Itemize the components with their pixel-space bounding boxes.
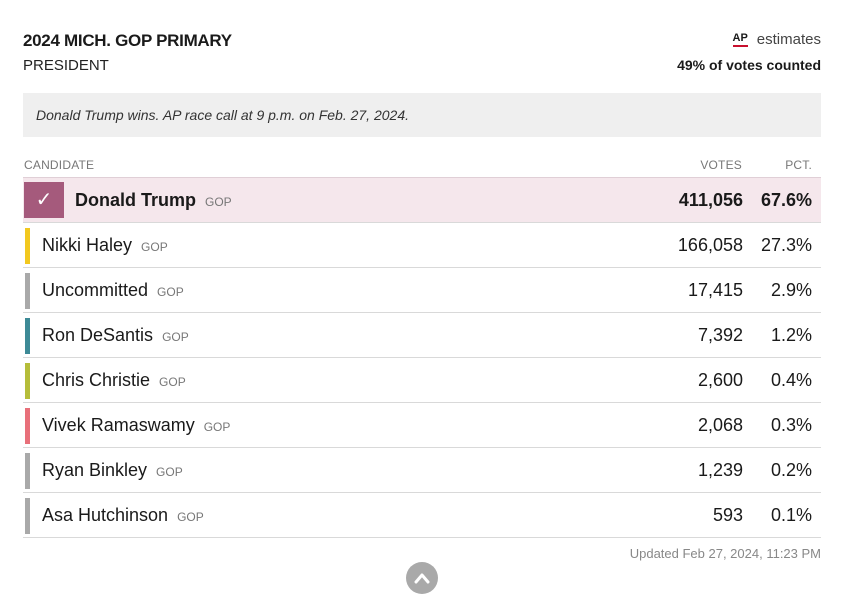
- candidate-pct: 0.4%: [770, 370, 812, 390]
- race-subtitle: PRESIDENT: [23, 57, 109, 74]
- estimates-label: estimates: [756, 31, 821, 48]
- table-row: Uncommitted GOP 17,415 2.9%: [23, 268, 821, 313]
- candidate-pct: 0.2%: [770, 460, 812, 480]
- candidate-votes: 411,056: [678, 190, 743, 210]
- candidate-votes: 17,415: [687, 280, 743, 300]
- candidate-party: GOP: [177, 510, 204, 524]
- results-table: ✓ Donald Trump GOP 411,056 67.6% Nikki Haley G…: [23, 177, 821, 538]
- candidate-color-bar: [25, 498, 30, 534]
- candidate-name-text: Ryan Binkley: [42, 460, 148, 480]
- candidate-name: Nikki Haley GOP: [42, 235, 168, 256]
- candidate-party: GOP: [141, 240, 168, 254]
- table-row: Chris Christie GOP 2,600 0.4%: [23, 358, 821, 403]
- candidate-party: GOP: [156, 465, 183, 479]
- candidate-name-text: Asa Hutchinson: [42, 505, 169, 525]
- table-row: Ryan Binkley GOP 1,239 0.2%: [23, 448, 821, 493]
- estimates-link[interactable]: AP estimates: [732, 31, 821, 48]
- candidate-name: Chris Christie GOP: [42, 370, 186, 391]
- candidate-name-text: Donald Trump: [75, 190, 196, 210]
- candidate-name: Vivek Ramaswamy GOP: [42, 415, 230, 436]
- candidate-votes: 1,239: [697, 460, 743, 480]
- candidate-party: GOP: [205, 195, 232, 209]
- candidate-name: Uncommitted GOP: [42, 280, 184, 301]
- candidate-color-bar: [25, 363, 30, 399]
- candidate-party: GOP: [203, 420, 231, 434]
- table-row: Asa Hutchinson GOP 593 0.1%: [23, 493, 821, 538]
- candidate-pct: 67.6%: [760, 190, 812, 210]
- candidate-name-text: Chris Christie: [42, 370, 151, 390]
- candidate-name-text: Uncommitted: [42, 280, 149, 300]
- candidate-pct: 1.2%: [770, 325, 812, 345]
- chevron-up-icon: [414, 573, 430, 584]
- candidate-votes: 2,068: [697, 415, 743, 435]
- candidate-color-bar: [25, 228, 30, 264]
- candidate-votes: 593: [712, 505, 743, 525]
- candidate-party: GOP: [157, 285, 184, 299]
- candidate-name: Donald Trump GOP: [75, 190, 232, 211]
- candidate-color-bar: [25, 273, 30, 309]
- ap-logo-icon: AP: [732, 32, 748, 47]
- race-title: 2024 MICH. GOP PRIMARY: [23, 31, 232, 50]
- table-row: ✓ Donald Trump GOP 411,056 67.6%: [23, 177, 821, 223]
- candidate-pct: 0.1%: [770, 505, 812, 525]
- candidate-name-text: Ron DeSantis: [42, 325, 154, 345]
- candidate-votes: 2,600: [697, 370, 743, 390]
- candidate-party: GOP: [159, 375, 186, 389]
- table-row: Nikki Haley GOP 166,058 27.3%: [23, 223, 821, 268]
- winner-check-icon: ✓: [24, 182, 64, 218]
- candidate-pct: 27.3%: [760, 235, 812, 255]
- candidate-name-text: Vivek Ramaswamy: [42, 415, 195, 435]
- candidate-name: Ron DeSantis GOP: [42, 325, 189, 346]
- candidate-pct: 0.3%: [770, 415, 812, 435]
- scroll-up-button[interactable]: [406, 562, 438, 594]
- table-row: Vivek Ramaswamy GOP 2,068 0.3%: [23, 403, 821, 448]
- candidate-color-bar: [25, 453, 30, 489]
- candidate-color-bar: [25, 408, 30, 444]
- race-call-text: Donald Trump wins. AP race call at 9 p.m…: [36, 107, 409, 123]
- candidate-name-text: Nikki Haley: [42, 235, 133, 255]
- updated-timestamp: Updated Feb 27, 2024, 11:23 PM: [629, 546, 821, 561]
- candidate-name: Ryan Binkley GOP: [42, 460, 183, 481]
- table-row: Ron DeSantis GOP 7,392 1.2%: [23, 313, 821, 358]
- candidate-votes: 166,058: [677, 235, 743, 255]
- column-header-pct: PCT.: [785, 158, 812, 172]
- race-call-box: Donald Trump wins. AP race call at 9 p.m…: [23, 93, 821, 137]
- column-header-candidate: CANDIDATE: [24, 158, 95, 172]
- candidate-color-bar: [25, 318, 30, 354]
- candidate-name: Asa Hutchinson GOP: [42, 505, 204, 526]
- candidate-party: GOP: [162, 330, 189, 344]
- candidate-votes: 7,392: [697, 325, 743, 345]
- candidate-pct: 2.9%: [770, 280, 812, 300]
- column-header-votes: VOTES: [700, 158, 742, 172]
- votes-counted: 49% of votes counted: [677, 57, 821, 73]
